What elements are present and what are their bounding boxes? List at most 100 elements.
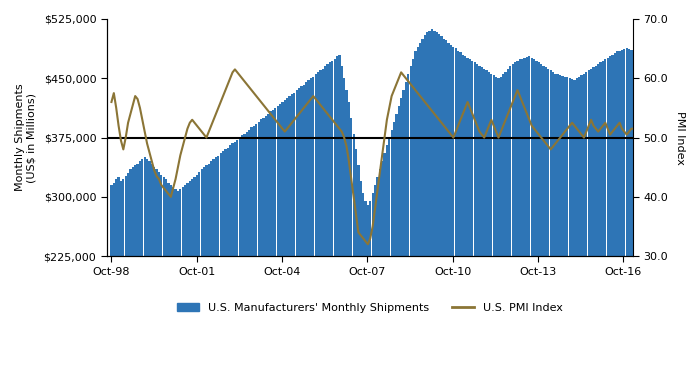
Bar: [645, 55, 647, 377]
Bar: [490, 74, 493, 377]
Bar: [542, 66, 545, 377]
Bar: [324, 66, 326, 377]
Bar: [488, 72, 490, 377]
Bar: [611, 55, 614, 377]
Bar: [222, 151, 224, 377]
Bar: [122, 179, 125, 377]
Bar: [276, 106, 279, 377]
Bar: [457, 51, 459, 377]
Bar: [298, 88, 300, 377]
Bar: [241, 135, 243, 377]
Bar: [545, 67, 547, 377]
Bar: [609, 56, 611, 377]
Bar: [246, 132, 248, 377]
Bar: [533, 59, 536, 377]
Bar: [179, 189, 181, 377]
Bar: [267, 114, 270, 377]
Bar: [210, 161, 212, 377]
Bar: [251, 127, 253, 377]
Bar: [111, 185, 113, 377]
Bar: [322, 69, 324, 377]
Bar: [623, 49, 626, 377]
Bar: [203, 167, 205, 377]
Bar: [410, 66, 412, 377]
Bar: [554, 74, 556, 377]
Bar: [198, 172, 200, 377]
Bar: [248, 130, 251, 377]
Bar: [196, 175, 198, 377]
Bar: [590, 69, 592, 377]
Bar: [374, 185, 376, 377]
Bar: [493, 75, 495, 377]
Bar: [626, 48, 628, 377]
Bar: [452, 47, 454, 377]
Bar: [253, 126, 255, 377]
Bar: [174, 189, 176, 377]
Bar: [345, 90, 348, 377]
Bar: [393, 122, 395, 377]
Bar: [293, 92, 295, 377]
Bar: [150, 164, 153, 377]
Bar: [500, 77, 502, 377]
Bar: [160, 175, 162, 377]
Bar: [244, 133, 246, 377]
Bar: [172, 187, 174, 377]
Bar: [181, 187, 184, 377]
Bar: [547, 69, 550, 377]
Bar: [512, 64, 514, 377]
Bar: [372, 193, 374, 377]
Bar: [440, 37, 442, 377]
Bar: [220, 153, 222, 377]
Bar: [155, 169, 158, 377]
Bar: [205, 165, 208, 377]
Bar: [597, 64, 599, 377]
Bar: [239, 138, 241, 377]
Bar: [286, 98, 288, 377]
Bar: [621, 50, 623, 377]
Bar: [630, 50, 633, 377]
Bar: [348, 102, 350, 377]
Bar: [224, 149, 227, 377]
Bar: [260, 120, 262, 377]
Bar: [464, 56, 466, 377]
Bar: [505, 72, 507, 377]
Bar: [502, 74, 505, 377]
Bar: [407, 74, 410, 377]
Bar: [476, 64, 478, 377]
Bar: [447, 43, 449, 377]
Bar: [428, 31, 430, 377]
Y-axis label: Monthly Shipments
(US$ in Millions): Monthly Shipments (US$ in Millions): [15, 84, 36, 192]
Bar: [618, 51, 621, 377]
Bar: [474, 63, 476, 377]
Bar: [556, 74, 559, 377]
Bar: [236, 140, 239, 377]
Bar: [426, 32, 428, 377]
Bar: [587, 70, 590, 377]
Bar: [384, 153, 386, 377]
Bar: [367, 205, 369, 377]
Bar: [445, 40, 447, 377]
Bar: [519, 59, 521, 377]
Bar: [575, 78, 578, 377]
Bar: [343, 78, 345, 377]
Legend: U.S. Manufacturers' Monthly Shipments, U.S. PMI Index: U.S. Manufacturers' Monthly Shipments, U…: [173, 298, 567, 317]
Bar: [186, 182, 188, 377]
Bar: [279, 104, 281, 377]
Bar: [416, 47, 419, 377]
Bar: [333, 58, 336, 377]
Bar: [350, 118, 352, 377]
Bar: [459, 52, 461, 377]
Bar: [144, 157, 146, 377]
Bar: [353, 133, 355, 377]
Bar: [559, 75, 561, 377]
Bar: [466, 58, 469, 377]
Bar: [469, 59, 471, 377]
Bar: [388, 138, 391, 377]
Bar: [638, 52, 640, 377]
Bar: [281, 102, 284, 377]
Bar: [312, 77, 314, 377]
Bar: [132, 167, 134, 377]
Bar: [148, 161, 150, 377]
Bar: [561, 76, 564, 377]
Bar: [208, 164, 210, 377]
